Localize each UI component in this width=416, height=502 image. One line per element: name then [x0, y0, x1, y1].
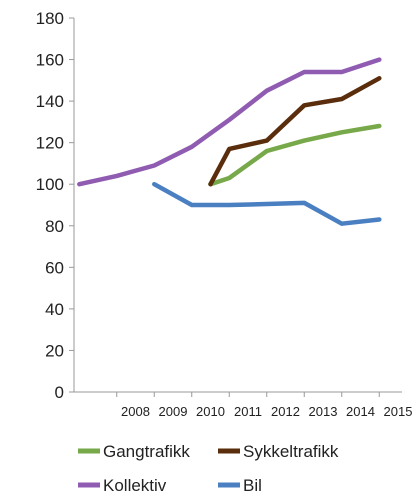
x-tick-label: 2013	[309, 404, 338, 419]
y-tick-label: 20	[45, 341, 64, 360]
x-tick-label: 2012	[271, 404, 300, 419]
legend: Gangtrafikk Sykkeltrafikk Kollektiv Bil	[78, 442, 339, 495]
x-tick-label: 2010	[196, 404, 225, 419]
x-tick-label: 2011	[234, 404, 262, 419]
y-tick-label: 80	[45, 217, 64, 236]
series-lines	[77, 57, 382, 226]
legend-label: Kollektiv	[103, 476, 167, 495]
y-tick-labels: 0 20 40 60 80 100 120 140 160 180	[36, 9, 64, 402]
y-tick-label: 0	[55, 383, 64, 402]
y-tick-label: 60	[45, 258, 64, 277]
x-tick-label: 2015	[384, 404, 413, 419]
x-tick-labels: 2008 2009 2010 2011 2012 2013 2014 2015	[121, 404, 412, 419]
legend-label: Bil	[243, 476, 262, 495]
y-tick-label: 140	[36, 92, 64, 111]
y-tick-label: 40	[45, 300, 64, 319]
series-line-sykkeltrafikk	[208, 76, 382, 187]
series-line-gangtrafikk	[208, 123, 382, 187]
series-line-bil	[152, 181, 382, 226]
series-line-kollektiv	[77, 57, 382, 187]
x-tick-label: 2008	[121, 404, 150, 419]
x-tick-label: 2014	[346, 404, 375, 419]
y-tick-label: 120	[36, 134, 64, 153]
x-tick-label: 2009	[159, 404, 188, 419]
y-tick-label: 100	[36, 175, 64, 194]
legend-label: Sykkeltrafikk	[243, 442, 339, 461]
legend-label: Gangtrafikk	[103, 442, 190, 461]
axes	[69, 17, 402, 397]
y-tick-label: 180	[36, 9, 64, 28]
y-tick-label: 160	[36, 51, 64, 70]
